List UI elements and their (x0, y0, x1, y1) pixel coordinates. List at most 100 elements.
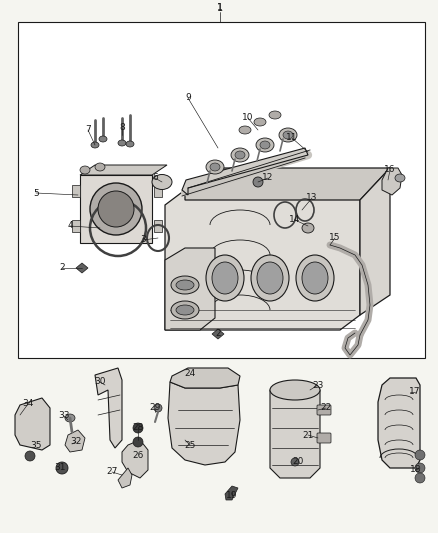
Ellipse shape (395, 174, 405, 182)
Ellipse shape (235, 151, 245, 159)
Text: 22: 22 (320, 403, 332, 413)
Text: 4: 4 (67, 222, 73, 230)
Text: 18: 18 (410, 465, 422, 474)
Ellipse shape (269, 111, 281, 119)
Polygon shape (122, 440, 148, 478)
Ellipse shape (210, 163, 220, 171)
Ellipse shape (171, 301, 199, 319)
Bar (154, 185, 162, 197)
Text: 35: 35 (30, 441, 42, 450)
Polygon shape (270, 390, 320, 478)
Text: 30: 30 (94, 377, 106, 386)
Polygon shape (225, 486, 238, 500)
Ellipse shape (171, 276, 199, 294)
Text: 21: 21 (302, 431, 314, 440)
Circle shape (56, 462, 68, 474)
Ellipse shape (283, 131, 293, 139)
Ellipse shape (176, 280, 194, 290)
Bar (80, 175, 152, 243)
Ellipse shape (176, 305, 194, 315)
Circle shape (25, 451, 35, 461)
Circle shape (415, 450, 425, 460)
Bar (72, 185, 80, 197)
Text: 1: 1 (217, 4, 223, 12)
Bar (18, 22, 425, 358)
Polygon shape (170, 368, 240, 388)
Ellipse shape (302, 262, 328, 294)
Circle shape (415, 463, 425, 473)
Circle shape (253, 177, 263, 187)
FancyBboxPatch shape (317, 405, 331, 415)
Polygon shape (185, 168, 390, 200)
Text: 15: 15 (329, 233, 341, 243)
Polygon shape (360, 168, 390, 315)
Ellipse shape (80, 166, 90, 174)
Text: 8: 8 (119, 124, 125, 133)
Ellipse shape (251, 255, 289, 301)
Text: 26: 26 (132, 450, 144, 459)
Ellipse shape (279, 128, 297, 142)
Polygon shape (165, 190, 360, 330)
Ellipse shape (256, 138, 274, 152)
Text: 7: 7 (85, 125, 91, 134)
Ellipse shape (206, 160, 224, 174)
Ellipse shape (133, 437, 143, 447)
Text: 23: 23 (312, 381, 324, 390)
Circle shape (415, 473, 425, 483)
Polygon shape (378, 378, 420, 468)
Ellipse shape (118, 140, 126, 146)
Text: 29: 29 (149, 403, 161, 413)
Text: 32: 32 (71, 438, 82, 447)
Text: 20: 20 (292, 457, 304, 466)
Ellipse shape (154, 404, 162, 412)
Polygon shape (212, 329, 224, 339)
Text: 5: 5 (33, 189, 39, 198)
Ellipse shape (231, 148, 249, 162)
Text: 19: 19 (226, 491, 238, 500)
Text: 28: 28 (132, 424, 144, 432)
Circle shape (98, 191, 134, 227)
Text: 10: 10 (242, 114, 254, 123)
Text: 1: 1 (217, 3, 223, 13)
Text: 11: 11 (286, 133, 298, 142)
Text: 34: 34 (22, 400, 34, 408)
FancyBboxPatch shape (317, 433, 331, 443)
Text: 16: 16 (384, 166, 396, 174)
Text: 31: 31 (54, 464, 66, 472)
Polygon shape (168, 382, 240, 465)
Text: 3: 3 (140, 236, 146, 245)
Polygon shape (382, 168, 402, 195)
Text: 13: 13 (306, 193, 318, 203)
Text: 25: 25 (184, 440, 196, 449)
Ellipse shape (91, 142, 99, 148)
Polygon shape (65, 430, 85, 452)
Polygon shape (80, 165, 167, 175)
Text: 6: 6 (152, 174, 158, 182)
Ellipse shape (95, 163, 105, 171)
Polygon shape (95, 368, 122, 448)
Ellipse shape (239, 126, 251, 134)
Ellipse shape (260, 141, 270, 149)
Text: 17: 17 (409, 387, 421, 397)
Ellipse shape (270, 380, 320, 400)
Text: 2: 2 (59, 263, 65, 272)
Polygon shape (165, 248, 215, 330)
Ellipse shape (133, 423, 143, 433)
Text: 2: 2 (215, 329, 221, 338)
Ellipse shape (152, 174, 172, 190)
Ellipse shape (212, 262, 238, 294)
Ellipse shape (296, 255, 334, 301)
Ellipse shape (257, 262, 283, 294)
Text: 24: 24 (184, 369, 196, 378)
Bar (154, 220, 162, 232)
Ellipse shape (254, 118, 266, 126)
Ellipse shape (206, 255, 244, 301)
Text: 33: 33 (58, 411, 70, 421)
Text: 9: 9 (185, 93, 191, 102)
Polygon shape (118, 468, 132, 488)
Ellipse shape (291, 458, 299, 466)
Ellipse shape (302, 223, 314, 233)
Polygon shape (15, 398, 50, 450)
Text: 27: 27 (106, 467, 118, 477)
Text: 14: 14 (290, 215, 301, 224)
